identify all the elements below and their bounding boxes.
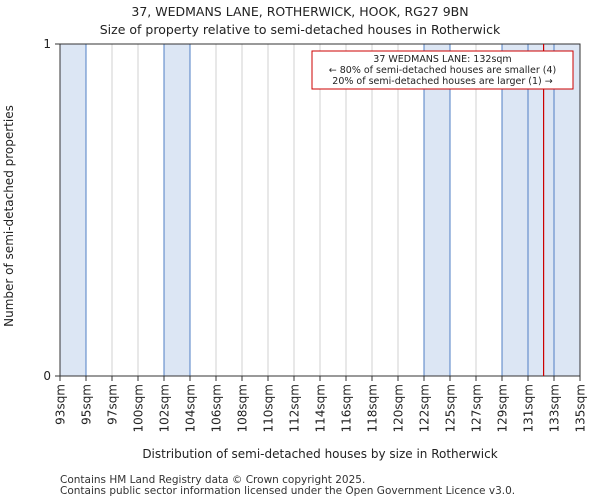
x-tick-label: 133sqm — [548, 384, 562, 432]
chart-title: 37, WEDMANS LANE, ROTHERWICK, HOOK, RG27… — [131, 4, 469, 19]
x-tick-label: 118sqm — [366, 384, 380, 432]
bar-93sqm — [59, 43, 87, 377]
footer-licence: Contains public sector information licen… — [60, 485, 516, 497]
footer-copyright: Contains HM Land Registry data © Crown c… — [60, 474, 366, 486]
y-axis-label: Number of semi-detached properties — [2, 105, 16, 327]
x-tick-label: 135sqm — [574, 384, 588, 432]
annotation-box — [311, 50, 574, 90]
x-tick-label: 129sqm — [496, 384, 510, 432]
y-tick-label: 0 — [43, 369, 51, 383]
x-tick-label: 95sqm — [80, 384, 94, 425]
bar-131sqm — [527, 43, 555, 377]
x-tick-label: 108sqm — [236, 384, 250, 432]
bar-102sqm — [163, 43, 191, 377]
annotation-line: 20% of semi-detached houses are larger (… — [332, 76, 552, 87]
x-tick-label: 106sqm — [210, 384, 224, 432]
bar-122sqm — [423, 43, 451, 377]
x-tick-label: 100sqm — [132, 384, 146, 432]
annotation-line: 37 WEDMANS LANE: 132sqm — [373, 54, 511, 65]
x-tick-label: 93sqm — [54, 384, 68, 425]
x-tick-label: 122sqm — [418, 384, 432, 432]
bar-129sqm — [501, 43, 529, 377]
x-tick-label: 112sqm — [288, 384, 302, 432]
x-tick-label: 116sqm — [340, 384, 354, 432]
x-tick-label: 131sqm — [522, 384, 536, 432]
x-tick-label: 114sqm — [314, 384, 328, 432]
x-tick-label: 120sqm — [392, 384, 406, 432]
y-tick-label: 1 — [43, 37, 51, 51]
x-tick-label: 104sqm — [184, 384, 198, 432]
chart-subtitle: Size of property relative to semi-detach… — [99, 22, 501, 37]
x-tick-label: 127sqm — [470, 384, 484, 432]
x-tick-label: 125sqm — [444, 384, 458, 432]
x-tick-label: 97sqm — [106, 384, 120, 425]
x-axis-label: Distribution of semi-detached houses by … — [142, 447, 497, 461]
x-tick-label: 102sqm — [158, 384, 172, 432]
annotation-line: ← 80% of semi-detached houses are smalle… — [329, 65, 557, 76]
bar-133sqm — [553, 43, 581, 377]
x-tick-label: 110sqm — [262, 384, 276, 432]
